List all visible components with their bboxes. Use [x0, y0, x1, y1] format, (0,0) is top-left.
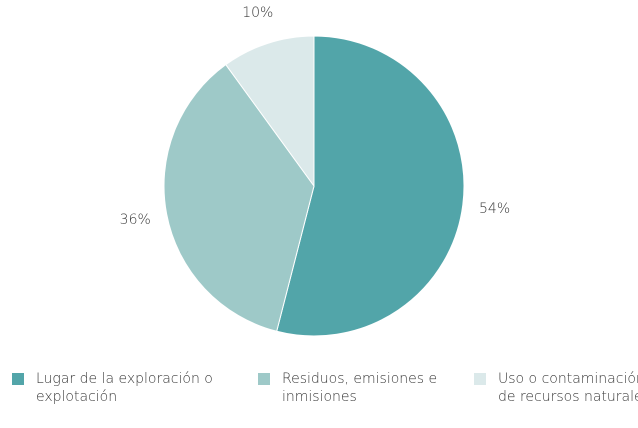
pie-slice: [225, 35, 315, 188]
legend-swatch: [12, 373, 24, 385]
pie-slice: [163, 63, 315, 332]
chart: 54% 36% 10%: [120, 5, 510, 337]
legend-label: Lugar de la exploración o explotación: [36, 371, 213, 405]
data-label: 54%: [479, 201, 510, 217]
legend-label: Residuos, emisiones e inmisiones: [282, 371, 438, 405]
data-label: 10%: [242, 5, 273, 21]
legend-swatch: [258, 373, 270, 385]
data-label: 36%: [120, 212, 151, 228]
legend-swatch: [474, 373, 486, 385]
legend-label: Uso o contaminación de recursos naturale…: [498, 371, 638, 405]
pie-slice: [276, 35, 465, 337]
